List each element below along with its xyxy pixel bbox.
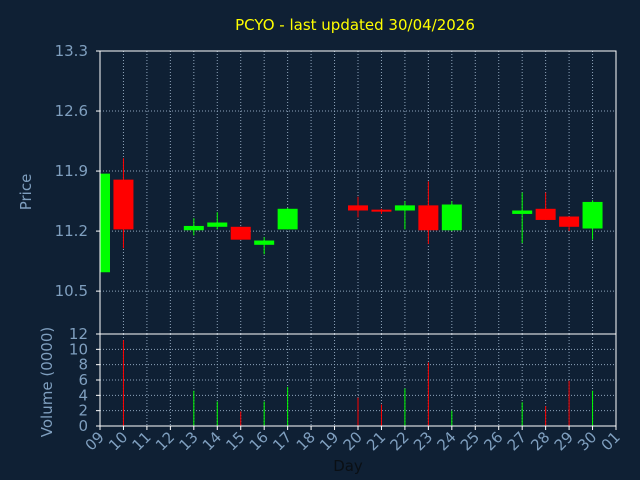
x-tick-label: 14 [199, 428, 225, 454]
candle-body [512, 210, 533, 214]
x-tick-label: 30 [574, 428, 600, 454]
x-tick-label: 25 [457, 428, 483, 454]
x-tick-label: 10 [105, 428, 131, 454]
x-tick-label: 22 [387, 428, 413, 454]
x-tick-label: 27 [504, 428, 530, 454]
price-tick-label: 12.6 [55, 102, 88, 120]
x-tick-label: 01 [598, 428, 624, 454]
price-tick-label: 11.9 [55, 162, 88, 180]
price-tick-label: 13.3 [55, 42, 88, 60]
x-tick-label: 23 [410, 428, 436, 454]
volume-tick-label: 8 [78, 356, 88, 374]
candle-body [254, 240, 275, 245]
candle-body [207, 222, 228, 227]
x-tick-label: 28 [527, 428, 553, 454]
candle-body [371, 209, 392, 212]
volume-axis-label: Volume (0000) [38, 327, 56, 437]
volume-tick-label: 6 [78, 371, 88, 389]
price-panel: 13.3 12.6 11.9 11.2 10.5 [55, 42, 617, 335]
candle-body [394, 205, 415, 211]
x-tick-label: 20 [340, 428, 366, 454]
candle-body [230, 226, 251, 240]
price-axis-label: Price [17, 174, 35, 211]
x-tick-label: 29 [551, 428, 577, 454]
volume-tick-label: 4 [78, 386, 88, 404]
candle-body [100, 173, 110, 273]
candle-body [183, 225, 204, 231]
chart-title: PCYO - last updated 30/04/2026 [235, 16, 475, 34]
x-tick-label: 18 [293, 428, 319, 454]
candle-body [418, 205, 439, 231]
volume-tick-label: 12 [69, 325, 88, 343]
x-tick-label: 11 [129, 428, 155, 454]
volume-tick-label: 0 [78, 417, 88, 435]
x-tick-label: 26 [480, 428, 506, 454]
x-tick-label: 21 [363, 428, 389, 454]
candle-body [113, 179, 134, 230]
candle-body [441, 204, 462, 231]
x-tick-label: 13 [175, 428, 201, 454]
price-tick-label: 10.5 [55, 282, 88, 300]
price-tick-label: 11.2 [55, 222, 88, 240]
candle-body [535, 208, 556, 220]
x-tick-label: 17 [269, 428, 295, 454]
candle-body [277, 208, 298, 230]
x-axis-ticks: 0910111213141516171819202122232425262728… [82, 426, 624, 454]
x-tick-label: 16 [246, 428, 272, 454]
candle-body [559, 216, 580, 227]
x-tick-label: 19 [316, 428, 342, 454]
volume-tick-label: 2 [78, 402, 88, 420]
x-axis-label: Day [333, 457, 363, 475]
x-tick-label: 12 [152, 428, 178, 454]
x-tick-label: 24 [433, 428, 459, 454]
candle-body [582, 201, 603, 229]
volume-tick-label: 10 [69, 340, 88, 358]
candle-body [348, 205, 368, 211]
x-tick-label: 15 [222, 428, 248, 454]
